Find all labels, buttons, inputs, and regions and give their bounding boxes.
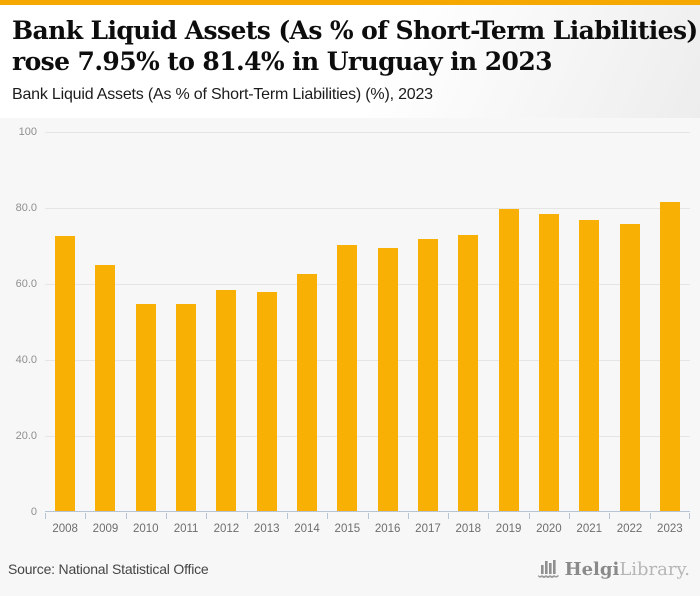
gridline xyxy=(45,360,690,361)
x-tick-label: 2018 xyxy=(455,523,482,535)
gridline xyxy=(45,132,690,133)
x-tick-label: 2021 xyxy=(576,523,603,535)
x-tick-label: 2010 xyxy=(132,523,159,535)
x-tick-label: 2015 xyxy=(334,523,361,535)
bar-2022 xyxy=(619,224,640,511)
y-tick-label: 100 xyxy=(18,126,37,138)
x-tick-label: 2016 xyxy=(374,523,401,535)
x-axis-tick xyxy=(488,513,490,519)
x-tick-label: 2017 xyxy=(415,523,441,535)
x-axis-tick xyxy=(448,513,450,519)
x-axis-tick xyxy=(327,513,329,519)
y-tick-label: 60.0 xyxy=(15,278,37,290)
x-tick-label: 2022 xyxy=(616,523,643,535)
x-axis: 2008 2009 2010 2011 2012 2013 2014 2015 2016 2017… xyxy=(45,513,690,543)
chart-subtitle: Bank Liquid Assets (As % of Short-Term L… xyxy=(12,86,433,103)
x-axis-tick xyxy=(206,513,208,519)
chart-title-line1: Bank Liquid Assets (As % of Short-Term L… xyxy=(12,16,698,45)
x-axis-tick xyxy=(649,513,651,519)
x-axis-tick xyxy=(367,513,369,519)
bar-2013 xyxy=(256,291,277,511)
x-tick-label: 2011 xyxy=(173,523,199,535)
bar-2010 xyxy=(135,303,156,511)
helgi-library-logo: HelgiLibrary. xyxy=(537,558,690,580)
x-axis-tick xyxy=(45,513,46,519)
bar-2021 xyxy=(579,219,600,511)
x-tick-label: 2020 xyxy=(536,523,562,535)
x-tick-label: 2023 xyxy=(657,523,683,535)
x-axis-tick xyxy=(286,513,288,519)
source-text: Source: National Statistical Office xyxy=(8,561,209,577)
x-axis-tick xyxy=(689,513,690,519)
x-tick-label: 2012 xyxy=(213,523,240,535)
accent-top-bar xyxy=(0,0,700,5)
bar-2009 xyxy=(95,264,116,511)
chart-footer: Source: National Statistical Office Helg… xyxy=(0,550,700,596)
bar-2020 xyxy=(538,214,559,511)
bar-chart: 100 80.0 60.0 40.0 20.0 0 2008 2009 2010 2011 201… xyxy=(0,118,700,548)
brand-name-library: Library. xyxy=(619,559,690,580)
bar-2014 xyxy=(297,273,318,511)
brand-name-helgi: Helgi xyxy=(564,559,620,580)
plot-area xyxy=(45,132,690,512)
bar-2011 xyxy=(176,303,197,511)
bar-2023 xyxy=(659,201,680,511)
x-axis-tick xyxy=(407,513,409,519)
x-tick-label: 2014 xyxy=(294,523,320,535)
chart-header: Bank Liquid Assets (As % of Short-Term L… xyxy=(0,5,700,118)
y-tick-label: 80.0 xyxy=(15,202,37,214)
x-axis-tick xyxy=(609,513,611,519)
y-axis-labels: 100 80.0 60.0 40.0 20.0 0 xyxy=(0,126,37,518)
gridline xyxy=(45,284,690,285)
bar-chart-logo-icon xyxy=(537,560,559,578)
bar-2016 xyxy=(377,248,398,511)
gridline xyxy=(45,208,690,209)
x-axis-tick xyxy=(569,513,571,519)
gridline xyxy=(45,436,690,437)
x-tick-label: 2013 xyxy=(253,523,280,535)
bar-2015 xyxy=(337,245,358,511)
bar-2008 xyxy=(55,236,76,511)
y-tick-label: 20.0 xyxy=(15,430,37,442)
bar-2019 xyxy=(498,209,519,511)
bar-2017 xyxy=(417,238,438,511)
chart-title-line2: rose 7.95% to 81.4% in Uruguay in 2023 xyxy=(12,47,553,76)
y-tick-label: 40.0 xyxy=(15,354,37,366)
x-axis-tick xyxy=(85,513,87,519)
x-axis-tick xyxy=(246,513,248,519)
x-tick-label: 2008 xyxy=(52,523,78,535)
bar-2012 xyxy=(216,289,237,511)
y-tick-label: 0 xyxy=(30,506,37,518)
x-axis-tick xyxy=(528,513,530,519)
bar-2018 xyxy=(458,234,479,511)
x-tick-label: 2009 xyxy=(92,523,119,535)
x-axis-tick xyxy=(125,513,127,519)
x-tick-label: 2019 xyxy=(495,523,522,535)
x-axis-tick xyxy=(165,513,167,519)
